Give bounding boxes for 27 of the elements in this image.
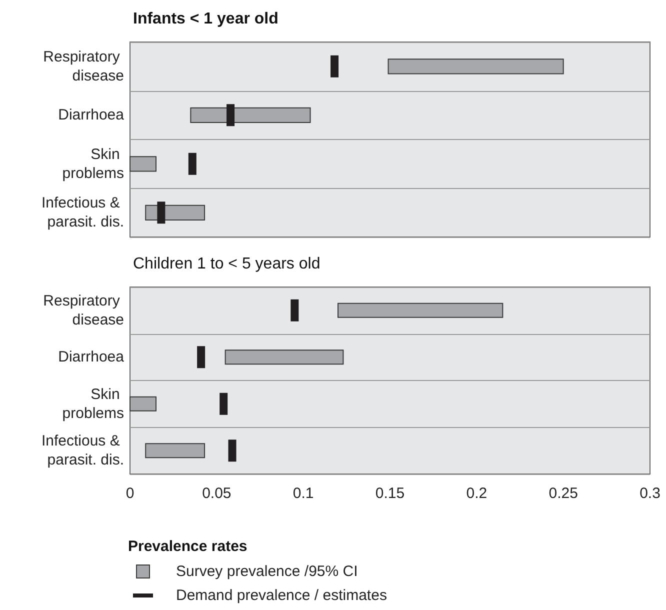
x-tick-label: 0.3 [640, 485, 660, 502]
chart-title: Children 1 to < 5 years old [133, 256, 320, 272]
y-tick-label: Skin problems [62, 146, 124, 182]
y-tick-label: Skin problems [62, 386, 124, 422]
bar [145, 443, 206, 458]
bar [130, 396, 156, 412]
bar [224, 350, 344, 365]
bar [190, 107, 311, 123]
bar [130, 156, 156, 172]
legend-title: Prevalence rates [128, 538, 248, 555]
bar [388, 58, 564, 74]
y-tick-label: Infectious & parasit. dis. [41, 194, 124, 231]
y-tick-label: Infectious & parasit. dis. [41, 432, 124, 469]
chart-title: Infants < 1 year old [133, 10, 278, 28]
y-tick-label: Respiratory disease [43, 292, 124, 328]
x-tick-label: 0.05 [202, 485, 232, 502]
x-tick-label: 0.25 [548, 485, 578, 502]
x-tick-label: 0.2 [466, 485, 488, 502]
x-tick-label: 0 [126, 485, 134, 502]
y-tick-label: Diarrhoea [58, 106, 125, 124]
y-tick-label: Diarrhoea [58, 348, 125, 366]
bar [338, 302, 504, 318]
y-tick-label: Respiratory disease [43, 48, 124, 84]
x-tick-label: 0.1 [292, 485, 314, 502]
legend-label: Demand prevalence / estimates [176, 587, 387, 604]
x-tick-label: 0.15 [375, 485, 405, 502]
legend-label: Survey prevalence /95% CI [176, 563, 358, 580]
